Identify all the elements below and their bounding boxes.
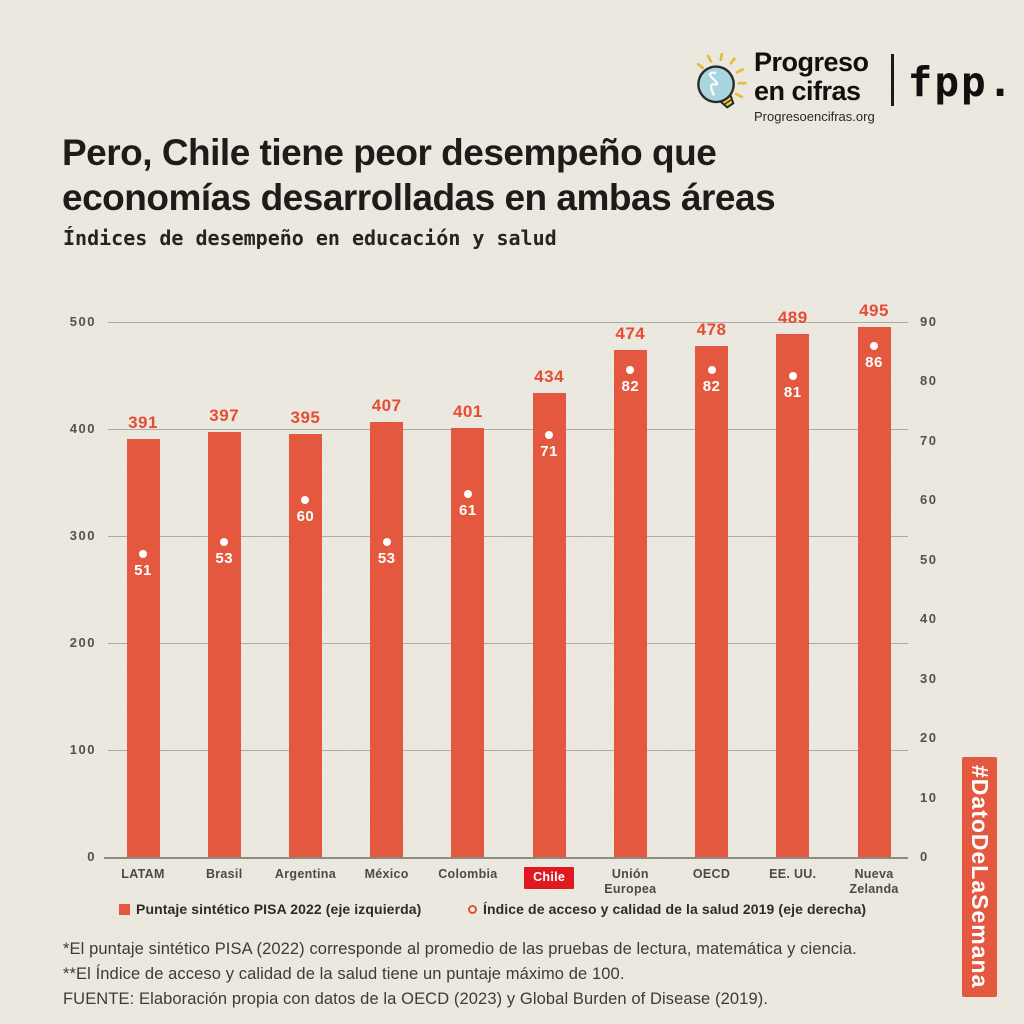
- dot-value-chile: 71: [540, 442, 558, 460]
- lightbulb-icon: [696, 52, 747, 109]
- category-text: Colombia: [438, 867, 498, 881]
- page-subtitle: Índices de desempeño en educación y salu…: [63, 226, 557, 250]
- bar-latam: [126, 438, 160, 857]
- health-dot-latam: [139, 549, 147, 558]
- bar-oecd: [695, 345, 729, 857]
- legend-item-salud: Índice de acceso y calidad de la salud 2…: [468, 901, 866, 917]
- left-axis-tick-100: 100: [69, 742, 96, 757]
- bar-value-oecd: 478: [696, 319, 727, 339]
- left-axis-tick-400: 400: [69, 421, 96, 436]
- health-dot-unión-europea: [626, 365, 635, 374]
- bar-unión-europea: [613, 349, 647, 857]
- category-text: OECD: [692, 867, 731, 881]
- health-dot-méxico: [382, 537, 391, 546]
- right-axis-tick-10: 10: [920, 789, 938, 805]
- left-axis-tick-0: 0: [87, 849, 96, 864]
- health-dot-chile: [545, 430, 554, 439]
- footnote-pisa: *El puntaje sintético PISA (2022) corres…: [63, 940, 857, 958]
- dot-value-brasil: 53: [215, 549, 234, 567]
- bar-value-latam: 391: [128, 412, 158, 432]
- right-axis-tick-0: 0: [920, 849, 929, 864]
- bar-brasil: [207, 432, 241, 857]
- legend-label: Puntaje sintético PISA 2022 (eje izquier…: [136, 901, 422, 917]
- category-text: México: [364, 867, 409, 881]
- right-axis-tick-30: 30: [920, 670, 938, 686]
- bar-value-ee.-uu.: 489: [777, 307, 808, 327]
- bar-chile: [532, 392, 566, 857]
- bar-value-unión-europea: 474: [615, 323, 646, 343]
- bar-ee.-uu.: [776, 333, 810, 857]
- legend-label: Índice de acceso y calidad de la salud 2…: [483, 901, 867, 917]
- category-text: Unión Europea: [604, 867, 657, 896]
- right-axis-tick-20: 20: [920, 730, 938, 746]
- bar-value-chile: 434: [534, 366, 565, 386]
- hashtag-banner: #DatoDeLaSemana: [962, 757, 997, 997]
- bar-value-méxico: 407: [371, 395, 402, 415]
- right-axis-tick-50: 50: [920, 551, 938, 567]
- health-dot-oecd: [707, 365, 716, 374]
- brand-header: Progreso en cifras Progresoencifras.org …: [690, 48, 1014, 126]
- footnote-salud: **El Índice de acceso y calidad de la sa…: [63, 965, 625, 983]
- category-text: EE. UU.: [769, 867, 817, 881]
- plot-area: 500 400 300 200 100 0 90 80 70 60 50 40 30 20 10 0 391 51…: [70, 301, 936, 896]
- page-title: Pero, Chile tiene peor desempeño que eco…: [62, 132, 776, 218]
- footnote-source: FUENTE: Elaboración propia con datos de …: [63, 990, 769, 1008]
- brand-name: Progreso en cifras: [754, 47, 869, 106]
- left-axis-tick-500: 500: [69, 314, 96, 329]
- right-axis-tick-90: 90: [920, 314, 938, 329]
- bar-méxico: [370, 421, 404, 857]
- bar-nueva-zelanda: [857, 327, 891, 857]
- left-axis-tick-300: 300: [69, 528, 96, 543]
- square-marker-icon: [119, 903, 130, 915]
- gridline-0: [104, 857, 908, 859]
- brand-divider: [890, 54, 894, 106]
- bar-value-colombia: 401: [452, 401, 483, 421]
- dot-value-colombia: 61: [459, 502, 477, 520]
- category-text: Nueva Zelanda: [849, 867, 899, 896]
- fpp-logo: fpp.: [907, 58, 1015, 106]
- category-text: LATAM: [121, 867, 165, 881]
- dot-value-méxico: 53: [377, 549, 396, 567]
- category-text: Argentina: [274, 867, 336, 881]
- bar-value-nueva-zelanda: 495: [859, 301, 889, 321]
- dot-value-latam: 51: [134, 561, 152, 579]
- category-label-nueva-zelanda: Nueva Zelanda: [826, 867, 922, 897]
- footnotes: *El puntaje sintético PISA (2022) corres…: [63, 937, 923, 1012]
- left-axis-tick-200: 200: [69, 635, 96, 650]
- brand-url: Progresoencifras.org: [754, 109, 875, 124]
- right-axis-tick-40: 40: [920, 611, 938, 627]
- dot-value-nueva-zelanda: 86: [865, 353, 883, 371]
- category-text: Brasil: [205, 867, 243, 881]
- right-axis-tick-70: 70: [920, 432, 938, 448]
- legend-item-pisa: Puntaje sintético PISA 2022 (eje izquier…: [119, 901, 421, 917]
- dot-value-unión-europea: 82: [621, 377, 640, 395]
- chile-highlight-badge: Chile: [524, 867, 575, 889]
- dot-value-ee.-uu.: 81: [783, 383, 802, 401]
- health-dot-ee.-uu.: [788, 371, 797, 380]
- health-dot-nueva-zelanda: [870, 341, 878, 350]
- dot-value-oecd: 82: [702, 377, 721, 395]
- bar-value-brasil: 397: [209, 406, 240, 426]
- hashtag-text: #DatoDeLaSemana: [967, 765, 993, 989]
- chart-legend: Puntaje sintético PISA 2022 (eje izquier…: [0, 901, 1024, 923]
- circle-marker-icon: [468, 904, 477, 914]
- right-axis-tick-80: 80: [920, 373, 938, 389]
- dot-value-argentina: 60: [296, 508, 315, 526]
- right-axis-tick-60: 60: [920, 492, 938, 508]
- bar-value-argentina: 395: [290, 408, 321, 428]
